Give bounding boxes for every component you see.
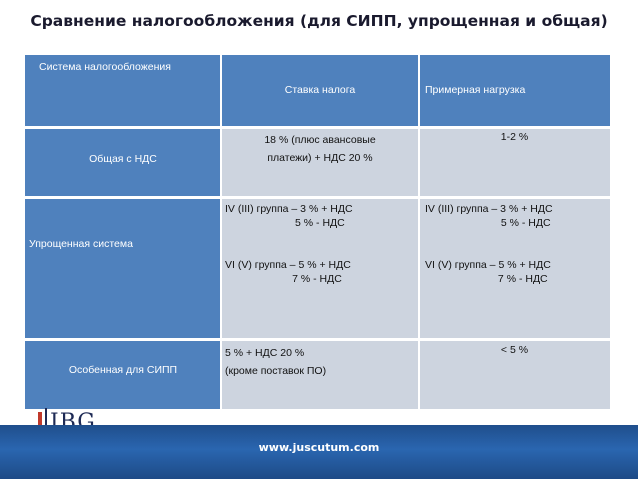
row-divider xyxy=(25,338,610,341)
header-rate-cell: Ставка налога xyxy=(221,55,419,127)
row-simplified-rate: IV (III) группа – 3 % + НДС 5 % - НДС VI… xyxy=(225,203,353,285)
row-general-name: Общая с НДС xyxy=(89,153,157,165)
row-sipp-name: Особенная для СИПП xyxy=(68,364,178,376)
column-divider xyxy=(220,55,222,409)
row-sipp-load: < 5 % xyxy=(500,344,529,356)
row-sipp-name-cell: Особенная для СИПП xyxy=(25,339,221,409)
footer-bar: www.juscutum.com xyxy=(0,425,638,479)
row-simplified-name: Упрощенная система xyxy=(29,238,133,250)
row-general-rate: 18 % (плюс авансовые платежи) + НДС 20 % xyxy=(264,134,376,164)
header-system-cell: Система налогообложения xyxy=(25,55,221,127)
row-sipp-rate: 5 % + НДС 20 % (кроме поставок ПО) xyxy=(225,347,327,377)
row-divider xyxy=(25,196,610,199)
header-system-label: Система налогообложения xyxy=(39,61,171,73)
row-simplified-load: IV (III) группа – 3 % + НДС 5 % - НДС VI… xyxy=(425,203,553,285)
row-general-name-cell: Общая с НДС xyxy=(25,127,221,197)
header-rate-label: Ставка налога xyxy=(284,84,356,96)
row-sipp-load-cell: < 5 % xyxy=(419,339,610,409)
page-title: Сравнение налогообложения (для СИПП, упр… xyxy=(30,12,608,30)
footer-website-link[interactable]: www.juscutum.com xyxy=(258,441,380,454)
header-load-label: Примерная нагрузка xyxy=(425,84,526,96)
row-simplified-rate-cell: IV (III) группа – 3 % + НДС 5 % - НДС VI… xyxy=(221,197,419,339)
header-load-cell: Примерная нагрузка xyxy=(419,55,610,127)
row-general-load: 1-2 % xyxy=(500,131,529,143)
column-divider xyxy=(418,55,420,409)
row-simplified-load-cell: IV (III) группа – 3 % + НДС 5 % - НДС VI… xyxy=(419,197,610,339)
row-simplified-name-cell: Упрощенная система xyxy=(25,197,221,339)
row-sipp-rate-cell: 5 % + НДС 20 % (кроме поставок ПО) xyxy=(221,339,419,409)
row-divider xyxy=(25,126,610,129)
tax-comparison-table: Система налогообложения Ставка налога Пр… xyxy=(25,55,610,409)
row-general-rate-cell: 18 % (плюс авансовые платежи) + НДС 20 % xyxy=(221,127,419,197)
row-general-load-cell: 1-2 % xyxy=(419,127,610,197)
